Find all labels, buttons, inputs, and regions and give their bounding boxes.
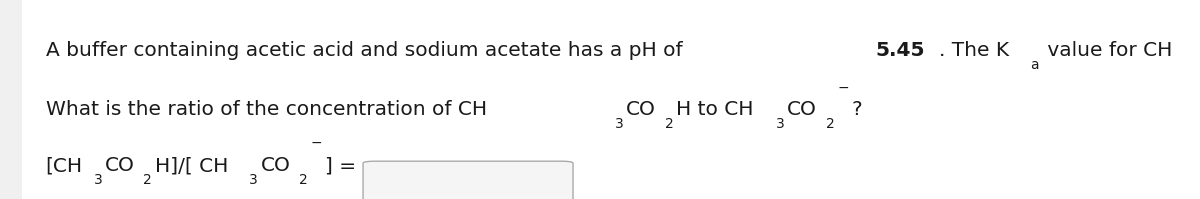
Text: ?: ? <box>852 100 863 119</box>
Text: H]/[ CH: H]/[ CH <box>155 156 228 175</box>
Text: −: − <box>311 136 322 150</box>
Text: 3: 3 <box>776 117 785 131</box>
Text: 3: 3 <box>250 173 258 187</box>
Text: CO: CO <box>787 100 817 119</box>
Text: 2: 2 <box>665 117 673 131</box>
Text: 3: 3 <box>94 173 102 187</box>
Text: . The K: . The K <box>940 41 1009 60</box>
FancyBboxPatch shape <box>364 161 574 199</box>
Text: 5.45: 5.45 <box>875 41 925 60</box>
Text: ] =: ] = <box>325 156 356 175</box>
Text: 2: 2 <box>299 173 308 187</box>
Text: CO: CO <box>104 156 134 175</box>
Text: [CH: [CH <box>46 156 83 175</box>
Text: −: − <box>838 81 848 95</box>
Text: value for CH: value for CH <box>1040 41 1172 60</box>
Text: 2: 2 <box>143 173 152 187</box>
Text: 2: 2 <box>826 117 834 131</box>
Text: What is the ratio of the concentration of CH: What is the ratio of the concentration o… <box>46 100 487 119</box>
Text: 3: 3 <box>614 117 624 131</box>
Text: CO: CO <box>626 100 656 119</box>
Text: A buffer containing acetic acid and sodium acetate has a pH of: A buffer containing acetic acid and sodi… <box>46 41 689 60</box>
Text: a: a <box>1030 58 1038 72</box>
Text: CO: CO <box>260 156 290 175</box>
Text: H to CH: H to CH <box>676 100 754 119</box>
